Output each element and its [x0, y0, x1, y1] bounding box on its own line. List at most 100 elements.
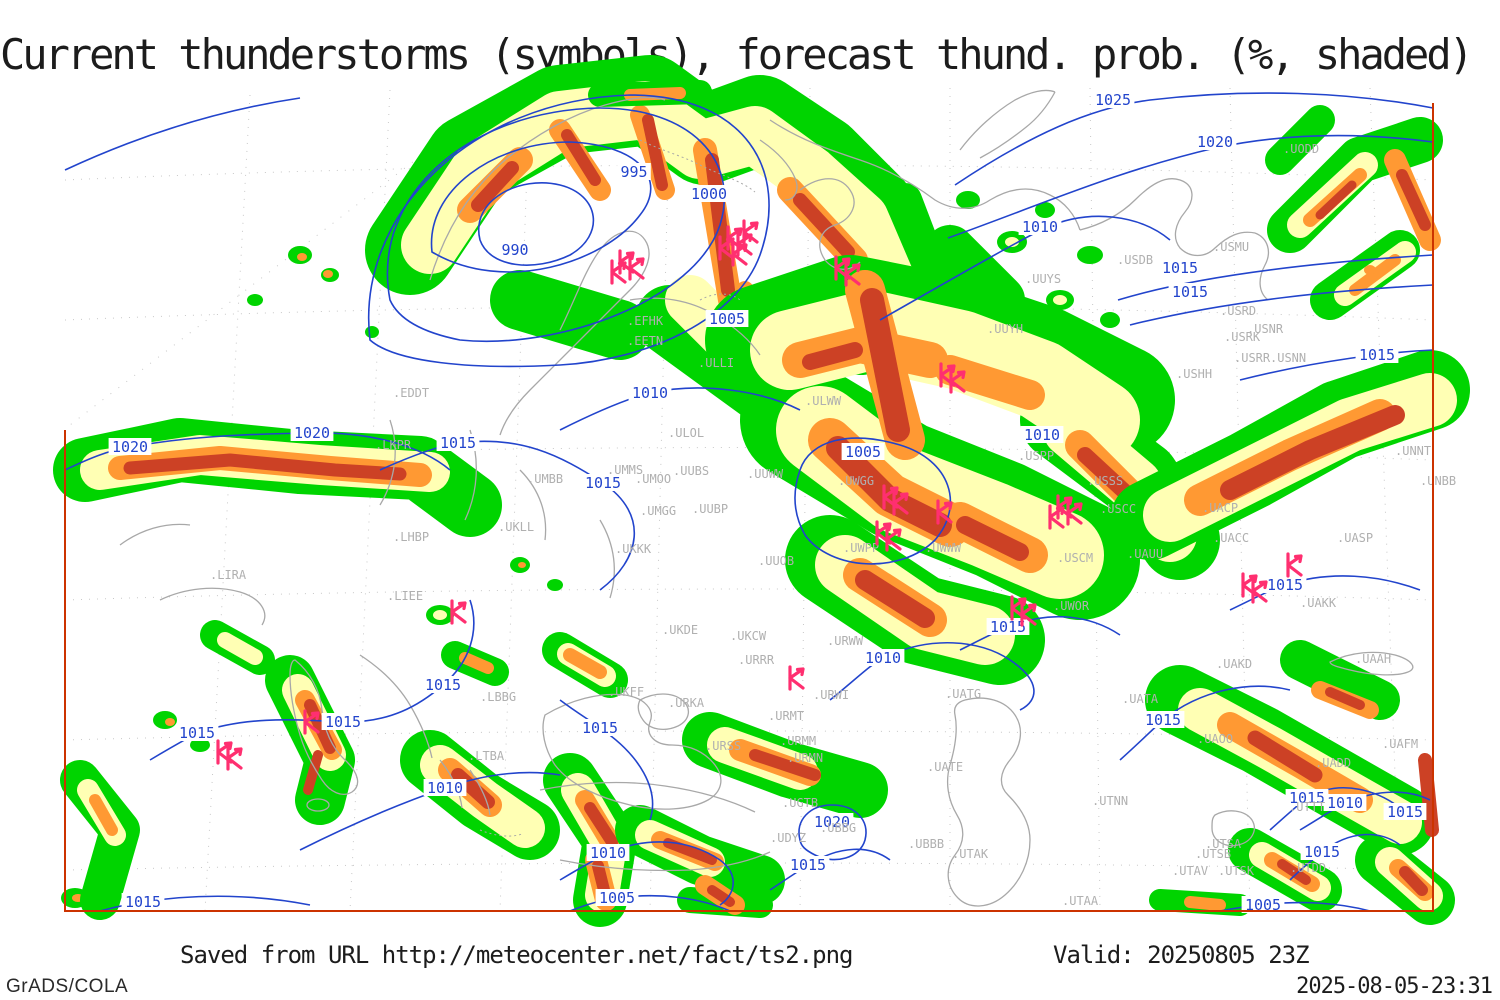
isobar-label-box — [1168, 283, 1212, 300]
station-label: .UWPP — [843, 541, 879, 555]
thunderstorm-symbol — [892, 490, 909, 516]
station-label: .UUYS — [1025, 272, 1061, 286]
isobar-label: 1015 — [179, 724, 215, 742]
isobar-label-box — [1091, 91, 1135, 108]
thunderstorm-symbol — [1010, 595, 1027, 621]
station-label: .UUOB — [758, 554, 794, 568]
station-label: .UTNN — [1092, 794, 1128, 808]
station-label: .UKFF — [608, 685, 644, 699]
isobar-label: 1020 — [814, 813, 850, 831]
station-label: .URKA — [668, 696, 705, 710]
station-label: .UBBG — [820, 821, 856, 835]
station-label: .USCM — [1057, 551, 1093, 565]
station-label: .UNBB — [1420, 474, 1456, 488]
isobar-label-box — [861, 649, 905, 666]
isobar-label: 1025 — [1095, 91, 1131, 109]
isobar-label-box — [687, 185, 731, 202]
isobar-label-box — [595, 889, 639, 906]
station-label: .USNR — [1247, 322, 1284, 336]
station-label: .EDDT — [393, 386, 429, 400]
isobar-label-layer: 1025102099510009901010101510151005101510… — [108, 91, 1427, 914]
station-label: .UTSB — [1195, 847, 1231, 861]
station-label: .UATE — [927, 760, 963, 774]
station-label: .UTAK — [952, 847, 989, 861]
station-label: .UATA — [1122, 692, 1159, 706]
station-label: .UNNT — [1395, 444, 1431, 458]
station-label: .UTSK — [1218, 864, 1255, 878]
isobar-label: 1005 — [599, 889, 635, 907]
station-label: .USMU — [1213, 240, 1249, 254]
thunderstorm-symbol — [610, 259, 627, 285]
station-label: .ULLI — [698, 356, 734, 370]
station-label: .USRD — [1220, 304, 1256, 318]
thunderstorm-symbol — [875, 520, 892, 546]
isobar-label-box — [498, 241, 532, 258]
isobar-label-box — [586, 844, 630, 861]
isobar-label: 1005 — [1245, 896, 1281, 914]
isobar-label: 995 — [620, 163, 647, 181]
station-label: .ULWW — [805, 394, 842, 408]
station-label: .LTBA — [468, 749, 505, 763]
station-label: .UUWW — [747, 467, 784, 481]
isobar-label: 1005 — [845, 443, 881, 461]
station-label: .USCC — [1100, 502, 1136, 516]
station-label: .UMGG — [640, 504, 676, 518]
station-label: .UACC — [1213, 531, 1249, 545]
station-label: .LIEE — [387, 589, 423, 603]
station-label: .USHH — [1176, 367, 1212, 381]
thunderstorm-symbol — [718, 235, 735, 261]
isobar-label: 1010 — [632, 384, 668, 402]
station-label: .USPP — [1018, 449, 1054, 463]
station-label: .USDB — [1117, 253, 1153, 267]
thunderstorm-symbol — [844, 261, 861, 287]
isobar-label: 1015 — [425, 676, 461, 694]
isobar-label-box — [421, 676, 465, 693]
station-label: .USNN — [1270, 351, 1306, 365]
isobar-label-box — [786, 856, 830, 873]
probability-shading — [53, 55, 1470, 927]
thunderstorm-symbol — [731, 241, 748, 267]
thunderstorm-symbol — [936, 499, 953, 525]
isobar-label-box — [108, 438, 152, 455]
station-label: .UUBP — [692, 502, 728, 516]
station-label: .USSS — [1087, 474, 1123, 488]
thunderstorm-symbol — [949, 368, 966, 394]
isobar-label: 1015 — [582, 719, 618, 737]
isobar-label: 1015 — [1267, 576, 1303, 594]
thunderstorm-symbol — [939, 362, 956, 388]
isobar-label: 1000 — [691, 185, 727, 203]
isobar-label: 1020 — [294, 424, 330, 442]
station-label: .UKKK — [615, 542, 652, 556]
isobar-label-box — [986, 618, 1030, 635]
thunderstorm-symbol — [742, 219, 759, 245]
isobar-label-box — [705, 310, 749, 327]
isobar-label: 1010 — [427, 779, 463, 797]
station-label: .UUBS — [673, 464, 709, 478]
station-label: .UATG — [945, 687, 981, 701]
station-label: .UTSA — [1205, 837, 1242, 851]
station-label: .URMN — [787, 751, 823, 765]
saved-from-url-text: Saved from URL http://meteocenter.net/fa… — [180, 941, 853, 969]
thunderstorm-symbol — [834, 255, 851, 281]
isobar-label: 1010 — [1327, 794, 1363, 812]
thunderstorm-symbol — [303, 709, 320, 735]
station-label: .UAFM — [1382, 737, 1418, 751]
station-label: .UACP — [1202, 501, 1238, 515]
isobar-label-box — [1158, 259, 1202, 276]
isobar-label: 1015 — [1289, 789, 1325, 807]
isobar-label: 1015 — [1172, 283, 1208, 301]
station-label: .UUYH — [987, 322, 1023, 336]
thunderstorm-symbol — [450, 599, 467, 625]
station-label: .UMMS — [607, 463, 643, 477]
isobar-label-box — [175, 724, 219, 741]
station-label: .UDYZ — [770, 831, 806, 845]
station-label: .UADD — [1315, 756, 1351, 770]
station-label: .UKLL — [498, 520, 534, 534]
isobar-label: 1020 — [1197, 133, 1233, 151]
isobar-label: 1015 — [1304, 843, 1340, 861]
isobar-label-box — [841, 443, 885, 460]
thunderstorm-symbol — [788, 665, 805, 691]
station-label: .UWOR — [1053, 599, 1090, 613]
isobar-label: 1010 — [865, 649, 901, 667]
